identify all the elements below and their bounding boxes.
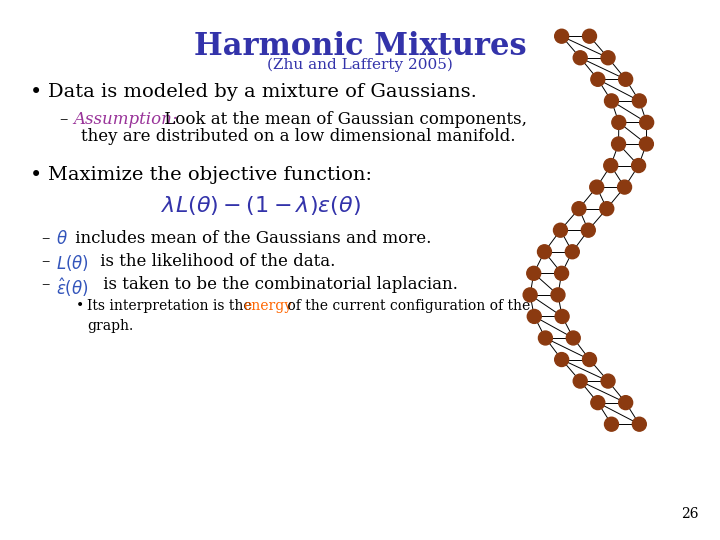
Circle shape	[605, 417, 618, 431]
Text: is the likelihood of the data.: is the likelihood of the data.	[95, 253, 336, 270]
Text: $\lambda L(\theta) - (1-\lambda)\varepsilon(\theta)$: $\lambda L(\theta) - (1-\lambda)\varepsi…	[161, 194, 361, 218]
Circle shape	[582, 29, 596, 43]
Circle shape	[639, 116, 654, 130]
Circle shape	[527, 266, 541, 280]
Circle shape	[601, 374, 615, 388]
Circle shape	[618, 72, 633, 86]
Text: energy: energy	[243, 299, 293, 313]
Circle shape	[605, 94, 618, 108]
Circle shape	[591, 72, 605, 86]
Circle shape	[527, 309, 541, 323]
Circle shape	[554, 353, 569, 367]
Circle shape	[611, 137, 626, 151]
Circle shape	[554, 223, 567, 237]
Circle shape	[604, 159, 618, 172]
Circle shape	[601, 51, 615, 65]
Circle shape	[639, 137, 653, 151]
Circle shape	[591, 396, 605, 410]
Text: •: •	[30, 83, 42, 102]
Text: is taken to be the combinatorial laplacian.: is taken to be the combinatorial laplaci…	[99, 276, 458, 293]
Text: 26: 26	[680, 507, 698, 521]
Text: of the current configuration of the: of the current configuration of the	[284, 299, 531, 313]
Circle shape	[539, 331, 552, 345]
Circle shape	[555, 309, 569, 323]
Circle shape	[590, 180, 603, 194]
Circle shape	[573, 374, 588, 388]
Text: Data is modeled by a mixture of Gaussians.: Data is modeled by a mixture of Gaussian…	[48, 83, 477, 101]
Circle shape	[551, 288, 565, 302]
Circle shape	[581, 223, 595, 237]
Text: •: •	[30, 166, 42, 185]
Text: Look at the mean of Gaussian components,: Look at the mean of Gaussian components,	[159, 111, 527, 128]
Text: –: –	[42, 276, 50, 293]
Text: includes mean of the Gaussians and more.: includes mean of the Gaussians and more.	[70, 230, 431, 247]
Text: –: –	[42, 230, 50, 247]
Circle shape	[523, 288, 537, 302]
Text: $\hat{\varepsilon}(\theta)$: $\hat{\varepsilon}(\theta)$	[55, 276, 89, 299]
Circle shape	[632, 417, 647, 431]
Circle shape	[565, 245, 580, 259]
Circle shape	[554, 266, 569, 280]
Text: Maximize the objective function:: Maximize the objective function:	[48, 166, 372, 184]
Text: Harmonic Mixtures: Harmonic Mixtures	[194, 31, 526, 62]
Text: Assumption:: Assumption:	[73, 111, 178, 128]
Circle shape	[538, 245, 552, 259]
Text: Its interpretation is the: Its interpretation is the	[87, 299, 256, 313]
Circle shape	[631, 159, 646, 172]
Circle shape	[572, 201, 586, 215]
Text: $\theta$: $\theta$	[55, 230, 68, 248]
Circle shape	[600, 201, 613, 215]
Circle shape	[618, 396, 633, 410]
Text: (Zhu and Lafferty 2005): (Zhu and Lafferty 2005)	[267, 58, 453, 72]
Circle shape	[582, 353, 596, 367]
Text: $L(\theta)$: $L(\theta)$	[55, 253, 89, 273]
Circle shape	[612, 116, 626, 130]
Text: •: •	[76, 299, 84, 313]
Text: they are distributed on a low dimensional manifold.: they are distributed on a low dimensiona…	[81, 128, 516, 145]
Circle shape	[618, 180, 631, 194]
Circle shape	[554, 29, 569, 43]
Text: –: –	[60, 111, 68, 128]
Text: –: –	[42, 253, 50, 270]
Circle shape	[632, 94, 647, 108]
Circle shape	[567, 331, 580, 345]
Circle shape	[573, 51, 588, 65]
Text: graph.: graph.	[87, 319, 134, 333]
